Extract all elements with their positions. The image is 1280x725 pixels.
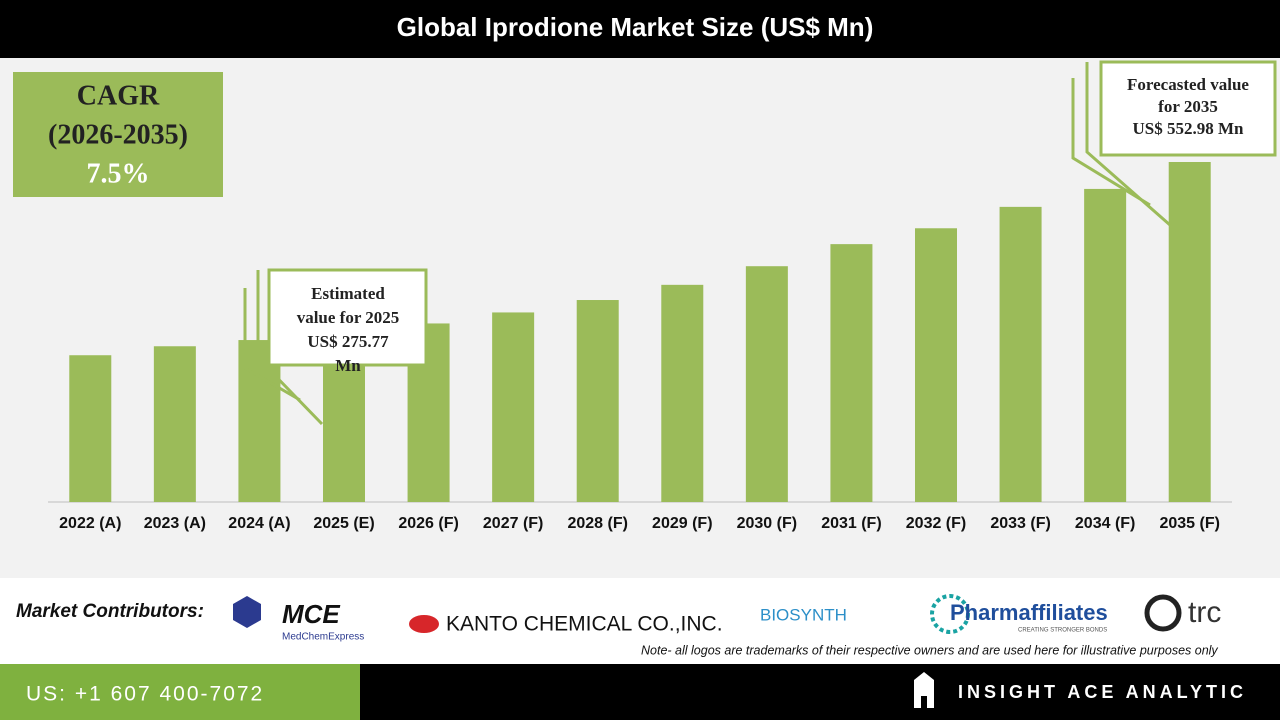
kanto-icon	[409, 615, 439, 633]
bar	[830, 244, 873, 503]
x-tick-label: 2035 (F)	[1159, 515, 1219, 532]
logo-pharm-sub: CREATING STRONGER BONDS	[1018, 628, 1107, 634]
bar	[745, 266, 788, 502]
title-bar	[0, 0, 1280, 58]
callout-box	[1099, 60, 1277, 157]
bar	[153, 346, 196, 502]
logo-trc: trc	[1188, 596, 1221, 629]
brand: INSIGHT ACE ANALYTIC	[958, 682, 1247, 702]
x-tick-label: 2030 (F)	[737, 515, 797, 532]
bar	[69, 355, 112, 502]
brand-icon	[914, 672, 934, 708]
x-tick-label: 2031 (F)	[821, 515, 881, 532]
x-tick-label: 2022 (A)	[59, 515, 121, 532]
bar	[661, 284, 704, 502]
cagr-box	[13, 72, 223, 197]
callout-connector	[256, 270, 324, 426]
cagr-value: 7.5%	[87, 158, 150, 189]
contributors-label: Market Contributors:	[16, 601, 204, 622]
bar	[492, 312, 535, 502]
x-tick-label: 2026 (F)	[398, 515, 458, 532]
callout-text: Estimated	[311, 284, 385, 303]
callout-connector	[1071, 78, 1151, 207]
phone: US: +1 607 400-7072	[26, 683, 264, 706]
logo-kanto: KANTO CHEMICAL CO.,INC.	[446, 613, 723, 636]
phone-panel	[0, 664, 360, 720]
logo-mce: MCE	[282, 599, 340, 629]
bar	[915, 228, 957, 502]
callout-text: US$ 552.98 Mn	[1133, 119, 1245, 138]
x-tick-label: 2025 (E)	[313, 515, 374, 532]
bar	[1168, 162, 1211, 502]
note: Note- all logos are trademarks of their …	[641, 643, 1218, 657]
x-tick-label: 2023 (A)	[144, 515, 206, 532]
chart-title: Global Iprodione Market Size (US$ Mn)	[397, 12, 874, 42]
logo-biosynth: BIOSYNTH	[760, 605, 847, 624]
x-tick-label: 2033 (F)	[990, 515, 1050, 532]
pharm-icon	[930, 594, 970, 634]
callout-text: Mn	[335, 356, 361, 375]
bar	[576, 300, 619, 502]
callout-box	[267, 268, 428, 367]
x-tick-label: 2029 (F)	[652, 515, 712, 532]
callout-text: value for 2025	[297, 308, 400, 327]
callout-text: US$ 275.77	[307, 332, 389, 351]
trc-icon	[1144, 594, 1182, 632]
callout-connector	[243, 288, 301, 402]
bar	[999, 206, 1042, 503]
x-tick-label: 2032 (F)	[906, 515, 966, 532]
x-tick-label: 2024 (A)	[228, 515, 290, 532]
bar	[1084, 188, 1127, 502]
x-tick-label: 2027 (F)	[483, 515, 543, 532]
x-tick-label: 2028 (F)	[567, 515, 627, 532]
x-tick-label: 2034 (F)	[1075, 515, 1135, 532]
cagr-label: CAGR	[77, 80, 160, 111]
mce-icon	[233, 596, 261, 628]
logo-pharmaffiliates: Pharmaffiliates	[950, 600, 1108, 625]
callout-text: Forecasted value	[1127, 75, 1249, 94]
cagr-period: (2026-2035)	[48, 119, 188, 150]
callout-text: for 2035	[1158, 97, 1218, 116]
logo-mce-sub: MedChemExpress	[282, 632, 364, 643]
